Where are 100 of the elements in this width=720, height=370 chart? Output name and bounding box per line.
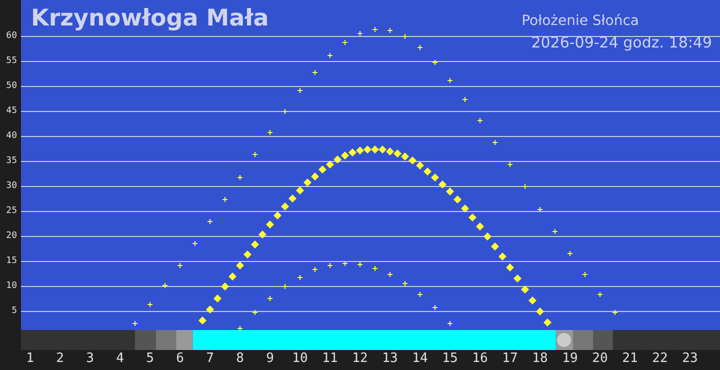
y-tick-label: 20 [6, 231, 17, 241]
x-tick-label: 21 [622, 351, 638, 366]
point [484, 232, 492, 240]
point [372, 266, 378, 271]
point [528, 296, 536, 304]
point [506, 264, 514, 272]
x-tick-label: 18 [532, 351, 548, 366]
x-tick-label: 6 [176, 351, 184, 366]
y-tick-label: 45 [6, 106, 17, 116]
point [288, 194, 296, 202]
point [461, 204, 469, 212]
x-tick-label: 20 [592, 351, 608, 366]
x-tick-label: 7 [206, 351, 214, 366]
x-tick-label: 23 [682, 351, 698, 366]
x-tick-label: 1 [26, 351, 34, 366]
point [418, 45, 422, 50]
point [132, 321, 138, 326]
point [214, 294, 222, 302]
x-tick-label: 16 [472, 351, 488, 366]
point [244, 250, 252, 258]
point [341, 152, 349, 160]
y-tick-label: 30 [6, 181, 17, 191]
point [304, 178, 312, 186]
point [236, 262, 244, 270]
x-tick-label: 9 [266, 351, 274, 366]
y-tick-label: 10 [6, 281, 17, 291]
point [328, 53, 332, 58]
point [274, 212, 282, 220]
point [358, 262, 362, 267]
point [238, 326, 242, 331]
x-tick-label: 14 [412, 351, 428, 366]
point [252, 152, 258, 157]
point [238, 175, 242, 180]
point [522, 184, 528, 189]
x-tick-label: 10 [292, 351, 308, 366]
point [468, 214, 476, 222]
point [478, 118, 482, 123]
point [371, 146, 379, 154]
point [446, 188, 454, 196]
point [462, 97, 468, 102]
point [538, 207, 542, 212]
x-tick-label: 15 [442, 351, 458, 366]
point [454, 196, 462, 204]
point [388, 28, 392, 33]
point [438, 180, 446, 188]
point [394, 150, 402, 158]
point [326, 160, 334, 168]
point [208, 219, 212, 224]
point [514, 274, 522, 282]
point [372, 27, 378, 32]
annotation: 2026-09-24 godz. 18:49 [531, 34, 712, 52]
point [334, 156, 342, 164]
y-tick-label: 25 [6, 206, 17, 216]
point [431, 174, 439, 182]
point [162, 283, 168, 288]
y-tick-label: 55 [6, 56, 17, 66]
point [402, 281, 408, 286]
point [282, 284, 288, 289]
point [476, 222, 484, 230]
point [228, 272, 236, 280]
point [192, 241, 198, 246]
point [328, 263, 332, 268]
x-tick-label: 5 [146, 351, 154, 366]
point [378, 146, 386, 154]
x-tick-label: 3 [86, 351, 94, 366]
point [266, 220, 274, 228]
point [298, 88, 302, 93]
point [448, 321, 452, 326]
point [418, 292, 422, 297]
chart-title: Krzynowłoga Mała [31, 6, 269, 32]
point [318, 166, 326, 174]
y-tick-label: 15 [6, 256, 17, 266]
point [221, 282, 229, 290]
x-tick-label: 4 [116, 351, 124, 366]
point [448, 78, 452, 83]
point [402, 34, 408, 39]
y-tick-label: 40 [6, 131, 17, 141]
point [358, 31, 362, 36]
point [282, 109, 288, 114]
text: Położenie Słońca [522, 13, 639, 29]
y-tick-label: 5 [12, 306, 17, 316]
point [348, 148, 356, 156]
point [206, 306, 214, 314]
point [252, 310, 258, 315]
point [356, 146, 364, 154]
y-tick-label: 50 [6, 81, 17, 91]
point [552, 229, 558, 234]
point [342, 261, 348, 266]
x-tick-label: 17 [502, 351, 518, 366]
point [178, 263, 182, 268]
x-tick-label: 11 [322, 351, 338, 366]
point [568, 251, 572, 256]
x-tick-label: 13 [382, 351, 398, 366]
point [342, 40, 348, 45]
y-tick-label: 35 [6, 156, 17, 166]
point [536, 308, 544, 316]
point [598, 292, 602, 297]
point [268, 296, 272, 301]
point [312, 267, 318, 272]
point [544, 318, 552, 326]
